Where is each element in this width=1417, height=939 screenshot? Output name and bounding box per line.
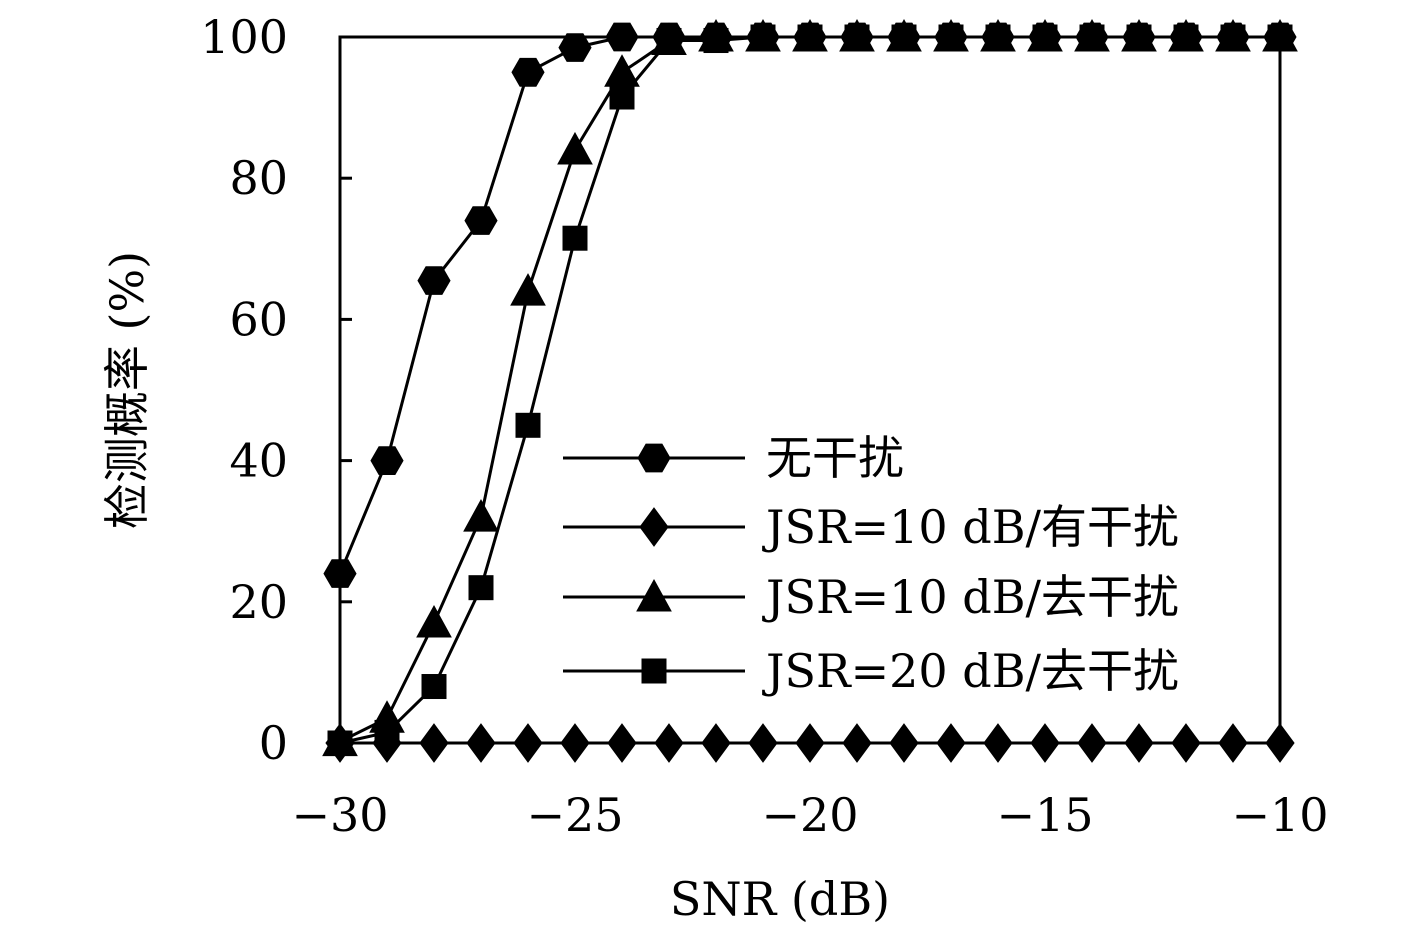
data-point: [1030, 723, 1060, 763]
data-point: [468, 575, 494, 601]
y-axis-title: 检测概率 (%): [100, 251, 154, 529]
data-point: [701, 723, 731, 763]
x-tick-label: −20: [761, 788, 858, 842]
data-point: [463, 499, 499, 532]
x-tick-label: −25: [526, 788, 623, 842]
data-point: [703, 28, 729, 54]
x-tick-label: −30: [291, 788, 388, 842]
plot-frame: [338, 35, 1282, 745]
y-tick-label: 0: [259, 716, 288, 770]
data-point: [370, 446, 404, 475]
legend: 无干扰 JSR=10 dB/有干扰 JSR=10 dB/去干扰 JSR=20 dB/去…: [563, 431, 1179, 698]
data-point: [1220, 24, 1246, 50]
legend-item: JSR=20 dB/去干扰: [563, 644, 1179, 698]
data-point: [889, 723, 919, 763]
data-point: [416, 604, 452, 638]
legend-item: 无干扰: [563, 431, 904, 485]
data-point: [562, 225, 588, 251]
data-point: [844, 24, 870, 50]
ticks: −30 −25 −20 −15 −10 0 20 40 60 80 100: [200, 10, 1328, 842]
x-axis-title: SNR (dB): [670, 872, 890, 926]
data-point: [374, 719, 400, 745]
data-point: [1032, 24, 1058, 50]
data-point: [795, 723, 825, 763]
data-point: [511, 57, 545, 87]
legend-label: 无干扰: [766, 431, 904, 485]
series-line: [339, 35, 1280, 745]
y-tick-label: 60: [229, 292, 288, 346]
legend-label: JSR=20 dB/去干扰: [762, 644, 1179, 698]
data-point: [938, 24, 964, 50]
data-point: [560, 723, 590, 763]
data-point: [1079, 24, 1105, 50]
legend-marker: [641, 658, 667, 684]
series-layer: [322, 18, 1298, 763]
data-point: [605, 22, 639, 52]
data-point: [1171, 723, 1201, 763]
y-tick-label: 100: [200, 10, 288, 64]
series-line: [339, 35, 1280, 743]
data-point: [417, 266, 451, 295]
data-point: [327, 730, 353, 756]
series-line: [338, 35, 1280, 575]
data-point: [985, 24, 1011, 50]
data-point: [797, 24, 823, 50]
data-point: [936, 723, 966, 763]
y-tick-label: 40: [229, 434, 288, 488]
x-tick-label: −10: [1231, 788, 1328, 842]
legend-item: JSR=10 dB/去干扰: [563, 570, 1179, 624]
y-tick-label: 80: [229, 151, 288, 205]
data-point: [515, 412, 541, 438]
data-point: [464, 206, 498, 235]
series-2: [325, 723, 1295, 763]
data-point: [750, 24, 776, 50]
data-point: [513, 723, 543, 763]
data-point: [656, 28, 682, 54]
data-point: [557, 131, 593, 165]
axes: [338, 35, 1282, 745]
data-point: [1267, 24, 1293, 50]
legend-marker: [636, 578, 672, 612]
data-point: [1173, 24, 1199, 50]
data-point: [654, 723, 684, 763]
data-point: [891, 24, 917, 50]
series-4: [327, 24, 1293, 756]
data-point: [1124, 723, 1154, 763]
data-point: [558, 33, 592, 62]
data-point: [510, 273, 546, 306]
data-point: [419, 723, 449, 763]
legend-label: JSR=10 dB/去干扰: [762, 570, 1179, 624]
data-point: [983, 723, 1013, 763]
legend-label: JSR=10 dB/有干扰: [762, 500, 1179, 554]
x-tick-label: −15: [996, 788, 1093, 842]
data-point: [1265, 723, 1295, 763]
data-point: [607, 723, 637, 763]
legend-marker: [639, 507, 669, 547]
data-point: [842, 723, 872, 763]
data-point: [748, 723, 778, 763]
data-point: [1126, 24, 1152, 50]
data-point: [323, 559, 357, 588]
legend-marker: [637, 443, 671, 473]
data-point: [421, 674, 447, 700]
y-tick-label: 20: [229, 575, 288, 629]
data-point: [609, 84, 635, 110]
legend-item: JSR=10 dB/有干扰: [563, 500, 1179, 554]
data-point: [1077, 723, 1107, 763]
data-point: [466, 723, 496, 763]
data-point: [1218, 723, 1248, 763]
